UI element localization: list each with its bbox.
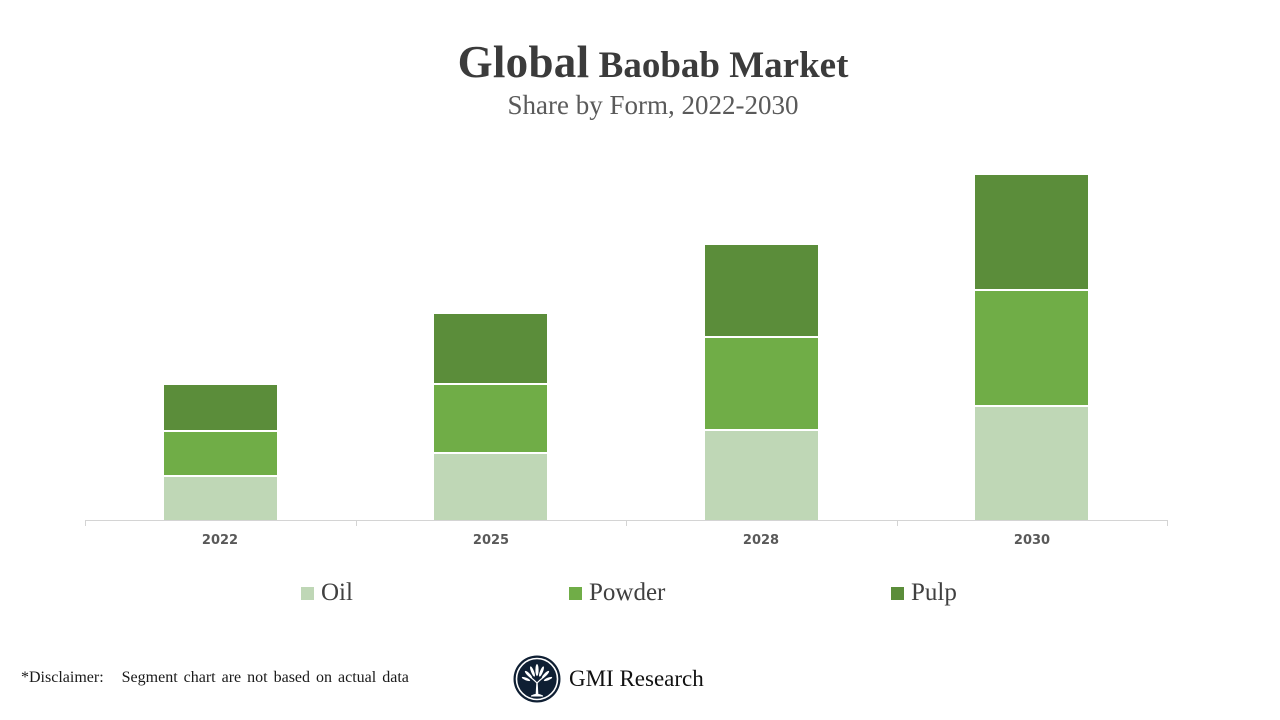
bar-segment-oil — [164, 475, 277, 520]
bar-segment-oil — [434, 452, 547, 520]
bar-segment-pulp — [164, 385, 277, 430]
bar-segment-oil — [975, 405, 1088, 520]
chart-title: Global Baobab Market — [0, 40, 1280, 85]
x-axis-tick — [85, 520, 86, 526]
bar-segment-oil — [705, 429, 818, 520]
x-axis-label: 2028 — [742, 533, 780, 548]
bar-segment-pulp — [705, 245, 818, 336]
legend-item-powder: Powder — [569, 578, 665, 608]
x-axis-label: 2025 — [472, 533, 510, 548]
legend-label: Pulp — [911, 579, 957, 606]
x-axis-tick — [1167, 520, 1168, 526]
x-axis-tick — [356, 520, 357, 526]
bar-segment-powder — [705, 336, 818, 429]
x-axis-label: 2022 — [201, 533, 239, 548]
legend-label: Oil — [321, 579, 353, 606]
legend-label: Powder — [589, 579, 666, 606]
chart-title-rest: Baobab Market — [589, 45, 849, 86]
x-axis-tick — [626, 520, 627, 526]
bar-segment-powder — [434, 383, 547, 452]
x-axis-label: 2030 — [1013, 533, 1051, 548]
stacked-bar-2028 — [705, 245, 818, 520]
disclaimer-text: *Disclaimer: Segment chart are not based… — [21, 669, 409, 686]
legend-swatch-icon — [569, 586, 582, 600]
x-axis-tick — [897, 520, 898, 526]
stacked-bar-2030 — [975, 175, 1088, 520]
bar-segment-pulp — [434, 314, 547, 383]
bar-segment-powder — [164, 430, 277, 475]
bar-segment-pulp — [975, 175, 1088, 289]
stacked-bar-2022 — [164, 385, 277, 520]
stacked-bar-2025 — [434, 314, 547, 520]
chart-title-first: Global — [457, 37, 590, 87]
legend-item-oil: Oil — [301, 578, 353, 608]
baobab-tree-logo-icon — [513, 655, 561, 703]
brand: GMI Research — [513, 655, 704, 703]
legend-swatch-icon — [891, 586, 904, 600]
legend-swatch-icon — [301, 586, 314, 600]
chart-subtitle: Share by Form, 2022-2030 — [507, 90, 799, 120]
brand-name: GMI Research — [569, 666, 704, 691]
bar-segment-powder — [975, 289, 1088, 405]
legend-item-pulp: Pulp — [891, 578, 957, 608]
